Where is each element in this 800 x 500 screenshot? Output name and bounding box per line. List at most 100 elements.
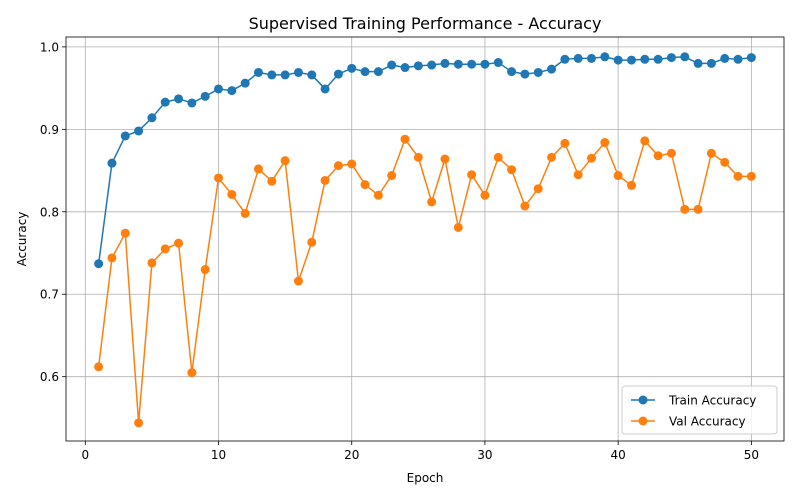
y-tick-label: 0.9 [40,123,59,137]
data-point-val [400,134,410,144]
data-point-train [573,53,583,63]
data-point-val [427,197,437,207]
data-point-val [653,151,663,161]
data-point-val [134,418,144,428]
legend-label-train: Train Accuracy [668,394,756,408]
x-tick-label: 20 [344,448,359,462]
data-point-val [720,157,730,167]
data-point-train [373,67,383,77]
data-point-train [733,54,743,64]
data-point-train [94,259,104,269]
data-point-train [120,131,130,141]
data-point-val [413,152,423,162]
data-point-val [480,190,490,200]
data-point-train [507,67,517,77]
data-point-train [267,70,277,80]
data-point-val [240,208,250,218]
grid [66,37,784,441]
data-point-train [653,54,663,64]
data-point-train [680,52,690,62]
legend-label-val: Val Accuracy [669,415,746,429]
data-point-val [600,138,610,148]
data-point-val [693,204,703,214]
legend-box [621,385,778,435]
data-point-val [706,148,716,158]
chart-title: Supervised Training Performance - Accura… [249,14,602,33]
data-point-val [160,244,170,254]
y-tick-label: 1.0 [40,40,59,54]
data-point-val [680,204,690,214]
data-point-val [267,176,277,186]
plot-area-frame [65,36,785,442]
data-point-train [107,158,117,168]
data-point-val [293,276,303,286]
data-point-train [440,58,450,68]
data-point-val [746,171,756,181]
data-point-train [160,97,170,107]
data-point-val [520,201,530,211]
data-point-val [440,154,450,164]
data-point-train [560,54,570,64]
data-point-train [467,59,477,69]
data-point-val [347,159,357,169]
data-point-val [733,171,743,181]
x-tick-label: 0 [81,448,89,462]
data-point-val [547,152,557,162]
data-point-train [413,61,423,71]
data-point-train [320,84,330,94]
data-point-val [107,253,117,263]
data-point-val [187,368,197,378]
data-point-train [626,55,636,65]
data-point-train [533,67,543,77]
data-point-val [453,222,463,232]
data-point-train [253,67,263,77]
data-point-train [427,60,437,70]
data-point-val [174,238,184,248]
data-point-val [360,180,370,190]
data-point-train [240,78,250,88]
data-point-val [307,237,317,247]
series-layer [94,52,756,428]
data-point-val [587,153,597,163]
data-point-train [293,67,303,77]
data-point-train [347,63,357,73]
data-point-val [333,161,343,171]
data-point-train [587,53,597,63]
x-tick-label: 10 [211,448,226,462]
data-point-val [373,190,383,200]
x-tick-label: 50 [744,448,759,462]
x-tick-label: 40 [611,448,626,462]
data-point-train [147,113,157,123]
data-point-val [533,184,543,194]
data-point-val [120,228,130,238]
data-point-train [333,69,343,79]
data-point-val [626,180,636,190]
legend-marker-val [638,416,648,426]
data-point-train [227,86,237,96]
data-point-val [493,152,503,162]
data-point-val [280,156,290,166]
axis-ticks: 0 10 20 30 40 50 0.6 0.7 0.8 0.9 1.0 [40,40,759,462]
data-point-val [467,170,477,180]
x-tick-label: 30 [477,448,492,462]
data-point-val [253,164,263,174]
data-point-val [147,258,157,268]
data-point-train [600,52,610,62]
data-point-val [613,171,623,181]
data-point-train [280,70,290,80]
data-point-val [320,175,330,185]
data-point-val [214,173,224,183]
data-point-train [720,53,730,63]
data-point-train [666,53,676,63]
data-point-train [200,91,210,101]
y-axis-label: Accuracy [15,212,29,267]
data-point-train [400,63,410,73]
data-point-train [187,98,197,108]
series-line-val [97,138,752,424]
legend-marker-train [638,395,648,405]
data-point-val [573,170,583,180]
data-point-val [387,171,397,181]
data-point-val [640,136,650,146]
